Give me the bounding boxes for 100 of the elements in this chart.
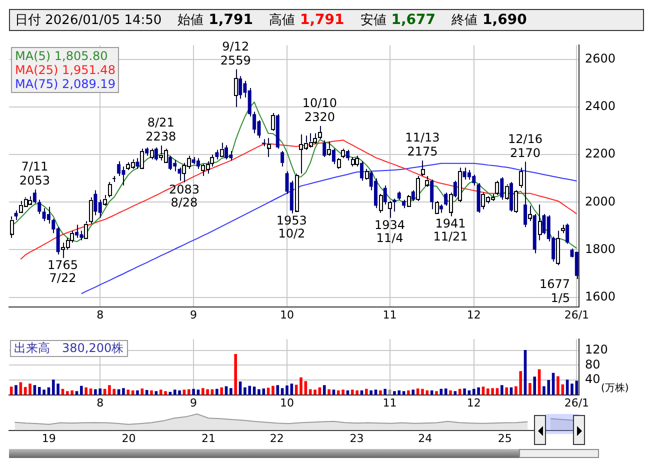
bar <box>322 385 326 395</box>
y-tick-label: 120 <box>585 342 608 356</box>
bar <box>272 386 274 395</box>
bar <box>458 388 462 395</box>
candlestick <box>411 190 415 202</box>
text: 1,791 <box>208 12 253 28</box>
annotation: 7/11 2053 <box>19 160 50 188</box>
candlestick <box>360 160 364 182</box>
x-tick-label: 26/1 <box>564 396 590 410</box>
bar <box>500 385 504 395</box>
annotation: 1953 10/2 <box>276 213 307 240</box>
bar <box>412 390 415 395</box>
annotation: 2083 8/28 <box>168 182 200 210</box>
bar <box>220 387 223 395</box>
candlestick <box>178 167 182 182</box>
x-tick-label: 9 <box>190 308 198 322</box>
x-tick-label: 11 <box>382 308 397 322</box>
candlestick <box>117 160 121 176</box>
text: 安値 <box>360 13 386 28</box>
annotation: 8/21 2238 <box>146 116 176 144</box>
x-tick-label: 21 <box>202 432 216 445</box>
x-tick-label: 22 <box>270 432 284 445</box>
x-tick-label: 12 <box>466 308 481 322</box>
x-tick-label: 26/1 <box>564 308 590 322</box>
candlestick <box>514 190 518 214</box>
candlestick <box>238 76 242 100</box>
candlestick <box>566 223 570 244</box>
y-tick-label: 2600 <box>585 52 616 66</box>
text: 日付 2026/01/05 14:50 <box>15 13 162 28</box>
candlestick <box>524 161 528 228</box>
candlestick <box>280 150 284 167</box>
y-tick-label: 2200 <box>585 146 616 161</box>
x-tick-label: 8 <box>96 396 104 410</box>
bar <box>435 391 438 395</box>
bar <box>463 388 466 395</box>
y-tick-label: 1600 <box>585 289 616 304</box>
candlestick <box>322 140 326 158</box>
candlestick <box>444 192 448 206</box>
bar <box>234 354 237 395</box>
x-tick-label: 10 <box>280 396 294 410</box>
candlestick <box>346 149 350 162</box>
bar <box>164 391 167 395</box>
bar <box>365 388 368 395</box>
candlestick <box>332 148 336 165</box>
chart-title: 出来高 380,200株 <box>10 340 128 358</box>
bar <box>449 390 452 395</box>
x-tick-label: 25 <box>498 432 512 445</box>
bar <box>150 390 153 395</box>
text: MA(5) 1,805.80 <box>15 49 109 64</box>
annotation: 1765 7/22 <box>47 258 78 286</box>
bar <box>370 390 372 395</box>
candlestick <box>196 158 200 170</box>
annotation: 11/13 2175 <box>405 130 440 159</box>
bar <box>192 388 195 395</box>
y-tick-label: 1800 <box>585 242 616 256</box>
y-tick-label: 2400 <box>585 99 616 114</box>
bar <box>230 388 232 395</box>
candlestick <box>224 144 228 160</box>
annotation: 1941 11/21 <box>433 216 468 244</box>
annotation: 1934 11/4 <box>374 218 406 245</box>
candlestick <box>500 176 504 200</box>
annotation: 10/10 2320 <box>302 96 337 124</box>
y-tick-label: 2000 <box>585 194 616 208</box>
bar <box>136 390 139 395</box>
y-tick-label: 40 <box>585 372 600 386</box>
bar <box>421 388 424 395</box>
candlestick <box>430 179 434 210</box>
x-tick-label: 12 <box>466 396 481 410</box>
text: 高値 <box>268 13 295 28</box>
bar <box>384 388 387 395</box>
candlestick <box>14 210 18 220</box>
text: 1,690 <box>482 12 527 28</box>
bar <box>80 386 83 395</box>
bar <box>379 390 382 395</box>
text: 始値 <box>178 13 204 28</box>
bar <box>407 390 410 395</box>
x-tick-label: 23 <box>350 432 364 445</box>
candlestick <box>154 146 158 162</box>
x-tick-label: 11 <box>382 396 397 410</box>
bar <box>126 390 130 395</box>
x-tick-label: 8 <box>96 308 104 322</box>
text: MA(75) 2,089.19 <box>15 77 116 92</box>
text: 1,677 <box>391 12 436 28</box>
bar <box>570 384 574 395</box>
text: MA(25) 1,951.48 <box>15 63 116 78</box>
candlestick <box>215 149 219 160</box>
x-tick-label: 20 <box>122 432 136 445</box>
annotation: 1677 1/5 <box>539 276 570 305</box>
bar <box>528 382 532 395</box>
bar <box>122 388 125 395</box>
bar <box>187 389 190 395</box>
bar <box>328 389 330 395</box>
text: 終値 <box>452 13 478 28</box>
bar <box>505 387 508 395</box>
x-tick-label: 9 <box>190 396 198 410</box>
bar <box>14 385 18 395</box>
candlestick <box>383 185 387 206</box>
bar <box>300 377 302 395</box>
bar <box>216 388 218 395</box>
bar <box>533 376 536 395</box>
